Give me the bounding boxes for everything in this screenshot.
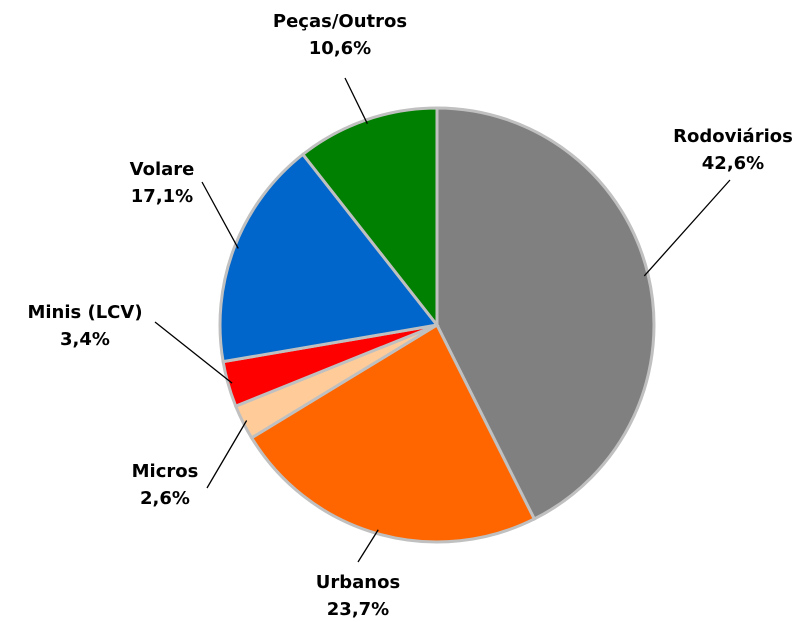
leader-line <box>643 179 731 277</box>
leader-line <box>344 77 368 124</box>
pie-slice <box>435 106 656 521</box>
slice-value-label: 2,6% <box>140 488 190 509</box>
slice-label: Rodoviários <box>673 126 793 147</box>
slice-value-label: 3,4% <box>60 329 110 350</box>
slice-value-label: 23,7% <box>327 599 389 620</box>
leader-line <box>357 529 379 563</box>
leader-line <box>206 420 248 489</box>
slice-label: Urbanos <box>316 572 400 593</box>
pie-slice <box>218 152 440 364</box>
slice-value-label: 10,6% <box>309 38 371 59</box>
slice-label: Minis (LCV) <box>27 302 142 323</box>
slice-label: Volare <box>130 159 195 180</box>
slice-label: Micros <box>132 461 199 482</box>
leader-line <box>201 181 239 249</box>
pie-slice <box>249 322 537 544</box>
slice-label: Peças/Outros <box>273 11 407 32</box>
slice-value-label: 17,1% <box>131 186 193 207</box>
leader-line <box>154 321 233 384</box>
slice-value-label: 42,6% <box>702 153 764 174</box>
